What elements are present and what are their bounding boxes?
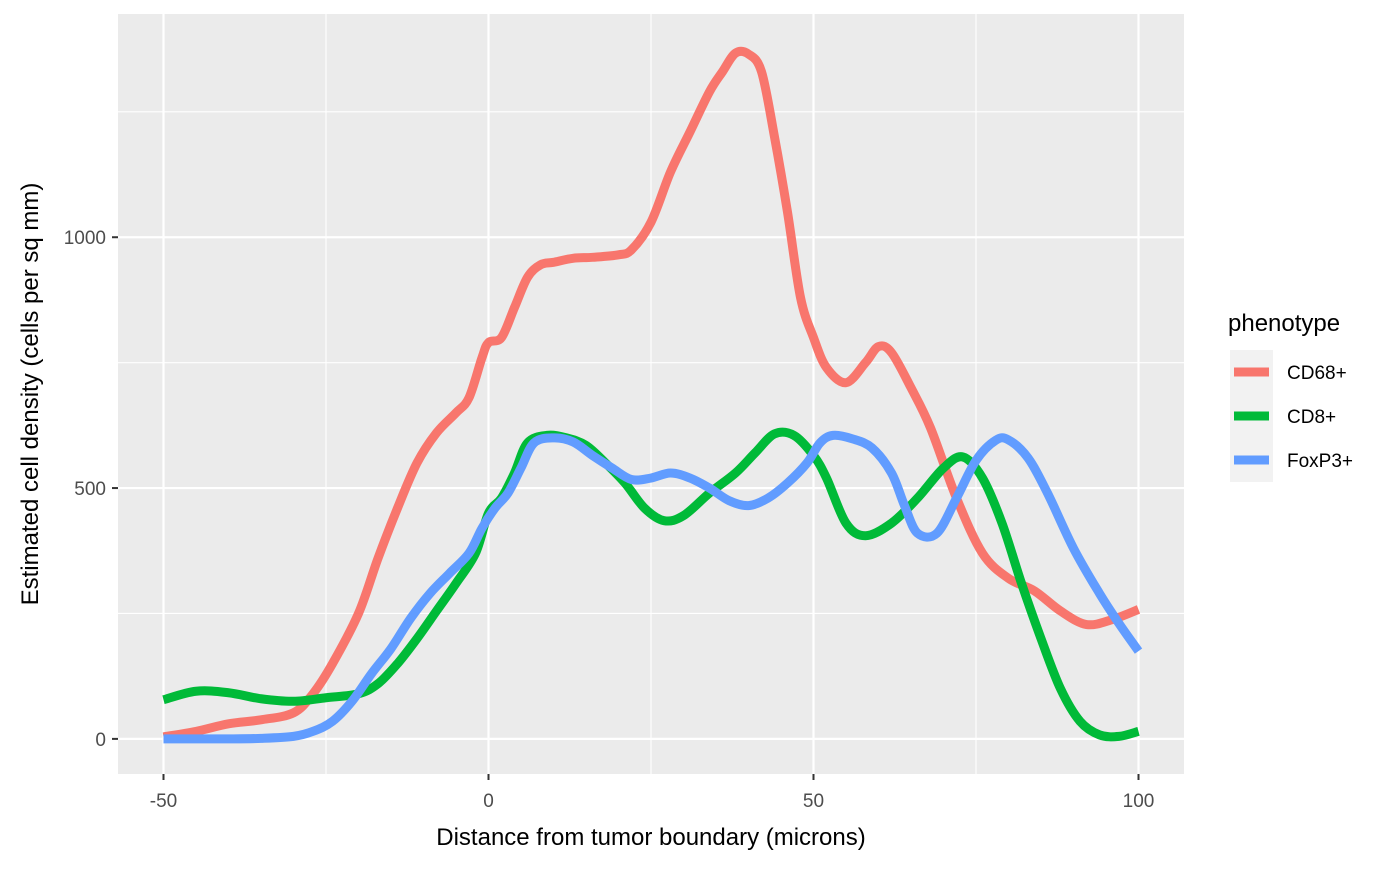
legend-label-foxp3: FoxP3+	[1287, 451, 1353, 472]
legend-label-cd8: CD8+	[1287, 407, 1336, 428]
x-tick-label: 50	[803, 791, 824, 812]
x-axis-title: Distance from tumor boundary (microns)	[436, 824, 865, 851]
series-line-cd8	[162, 427, 1140, 742]
y-tick-label: 0	[95, 730, 106, 751]
legend-title: phenotype	[1228, 310, 1340, 337]
x-tick-label: 100	[1123, 791, 1155, 812]
legend: phenotype CD68+ CD8+ FoxP3+	[1228, 310, 1353, 482]
x-tick-label: 0	[483, 791, 494, 812]
y-tick-label: 500	[74, 479, 106, 500]
x-axis: -50 0 50 100	[150, 774, 1155, 812]
y-axis: 0 500 1000	[64, 228, 118, 751]
y-axis-title: Estimated cell density (cells per sq mm)	[17, 183, 44, 606]
series-line-foxp3	[163, 430, 1143, 744]
series-lines	[162, 46, 1143, 744]
y-tick-label: 1000	[64, 228, 106, 249]
series-line-cd68	[162, 46, 1141, 742]
legend-label-cd68: CD68+	[1287, 363, 1347, 384]
minor-gridlines	[118, 14, 1184, 774]
x-tick-label: -50	[150, 791, 177, 812]
